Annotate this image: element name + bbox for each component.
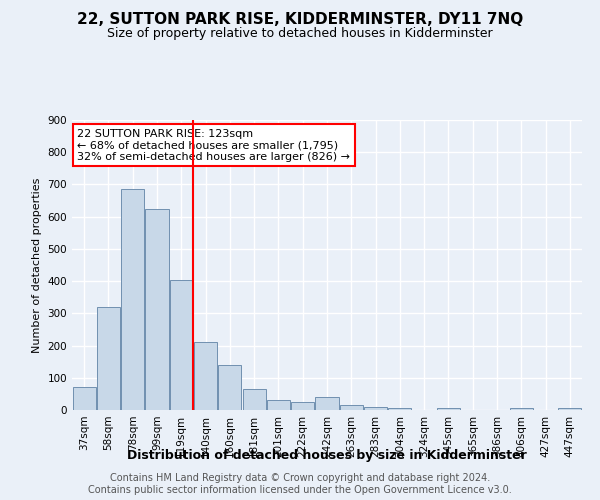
Bar bbox=[170, 280, 193, 410]
Bar bbox=[510, 408, 533, 410]
Bar bbox=[121, 190, 144, 410]
Bar bbox=[73, 388, 95, 410]
Bar bbox=[437, 408, 460, 410]
Bar bbox=[388, 408, 412, 410]
Bar bbox=[194, 342, 217, 410]
Bar bbox=[291, 402, 314, 410]
Bar bbox=[242, 389, 266, 410]
Bar bbox=[559, 408, 581, 410]
Bar bbox=[316, 397, 338, 410]
Text: Contains HM Land Registry data © Crown copyright and database right 2024.
Contai: Contains HM Land Registry data © Crown c… bbox=[88, 474, 512, 495]
Bar bbox=[267, 400, 290, 410]
Text: Size of property relative to detached houses in Kidderminster: Size of property relative to detached ho… bbox=[107, 28, 493, 40]
Y-axis label: Number of detached properties: Number of detached properties bbox=[32, 178, 42, 352]
Text: 22, SUTTON PARK RISE, KIDDERMINSTER, DY11 7NQ: 22, SUTTON PARK RISE, KIDDERMINSTER, DY1… bbox=[77, 12, 523, 28]
Bar bbox=[218, 365, 241, 410]
Bar bbox=[97, 307, 120, 410]
Text: Distribution of detached houses by size in Kidderminster: Distribution of detached houses by size … bbox=[127, 448, 527, 462]
Bar bbox=[145, 208, 169, 410]
Bar bbox=[340, 405, 363, 410]
Bar bbox=[364, 407, 387, 410]
Text: 22 SUTTON PARK RISE: 123sqm
← 68% of detached houses are smaller (1,795)
32% of : 22 SUTTON PARK RISE: 123sqm ← 68% of det… bbox=[77, 128, 350, 162]
